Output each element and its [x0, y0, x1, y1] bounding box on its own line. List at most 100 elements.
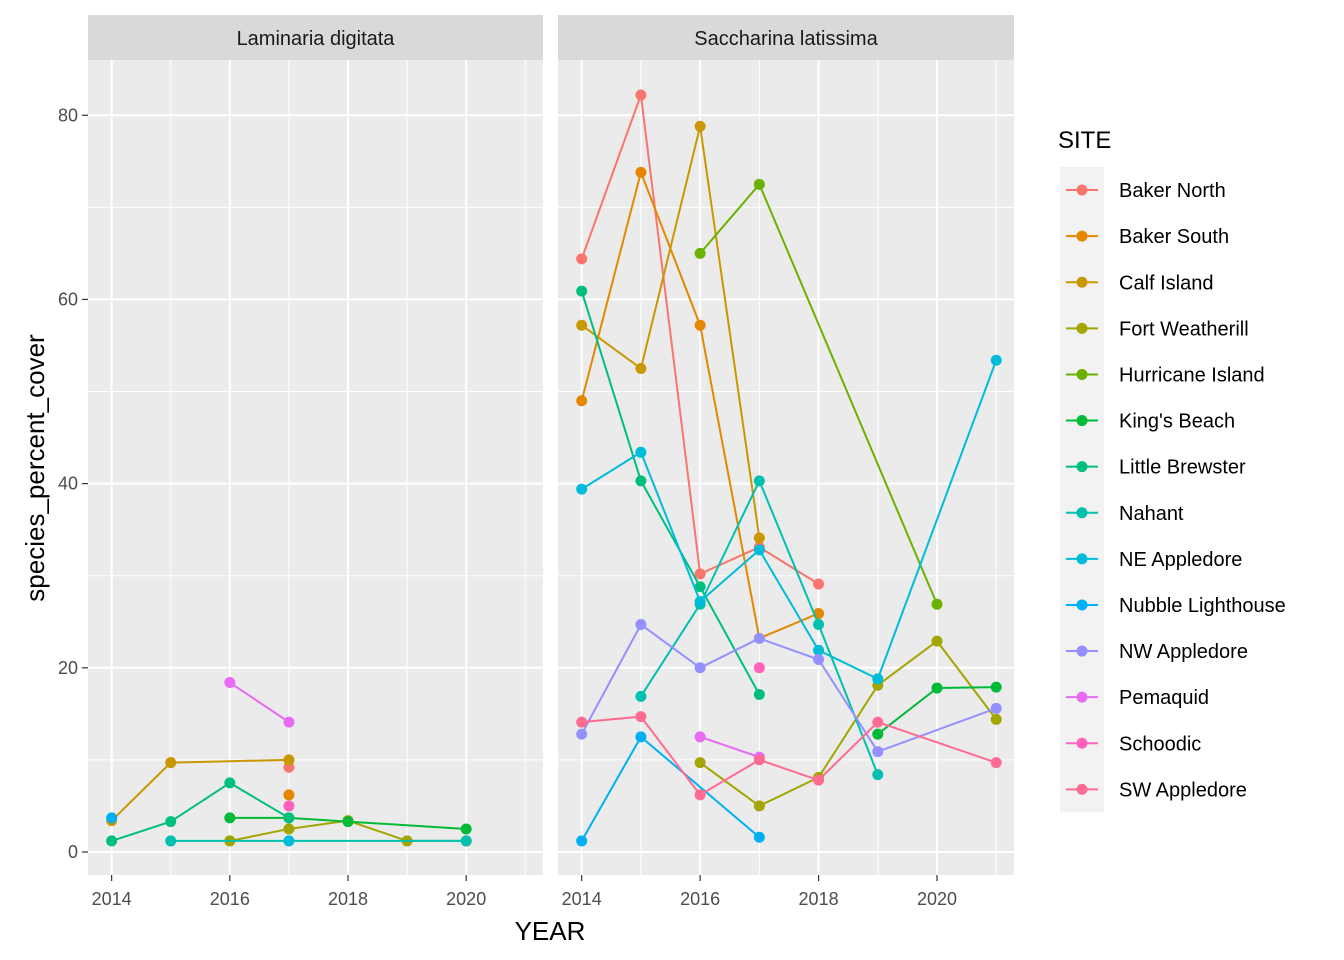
- x-axis-title: YEAR: [515, 916, 586, 946]
- data-point: [283, 789, 295, 801]
- series-line-segment: [580, 94, 642, 260]
- x-tick-label: 2014: [92, 889, 132, 909]
- data-point: [694, 595, 706, 607]
- series-line-segment: [170, 782, 231, 823]
- legend-item-hurricane-island: Hurricane Island: [1060, 351, 1265, 398]
- legend-item-schoodic: Schoodic: [1060, 720, 1201, 767]
- data-point: [635, 166, 647, 178]
- series-line-segment: [639, 94, 702, 574]
- series-line-segment: [877, 640, 938, 687]
- series-line-segment: [229, 782, 290, 819]
- series-line-segment: [817, 658, 879, 753]
- data-point: [224, 812, 236, 824]
- data-point: [753, 178, 765, 190]
- data-point: [576, 483, 588, 495]
- legend-item-nw-appledore: NW Appledore: [1060, 628, 1248, 675]
- facet-laminaria-digitata: Laminaria digitata 2014 2016 2018 2020 0 20 40 6…: [58, 15, 543, 909]
- legend-item-baker-north: Baker North: [1060, 167, 1226, 214]
- data-point: [224, 677, 236, 689]
- x-tick-label: 2014: [562, 889, 602, 909]
- x-tick-label: 2018: [799, 889, 839, 909]
- data-point: [694, 247, 706, 259]
- series-line-segment: [699, 126, 761, 539]
- series-schoodic: [753, 662, 765, 674]
- data-point: [283, 754, 295, 766]
- data-point: [872, 746, 884, 758]
- x-tick-label: 2020: [446, 889, 486, 909]
- y-tick-label: 0: [68, 842, 78, 862]
- legend-key-point: [1076, 461, 1088, 473]
- facet-strip-label: Laminaria digitata: [237, 28, 396, 50]
- panel-background: [558, 60, 1014, 875]
- legend-item-sw-appledore: SW Appledore: [1060, 766, 1247, 813]
- data-point: [106, 812, 118, 824]
- data-point: [990, 702, 1002, 714]
- data-point: [224, 777, 236, 789]
- legend-item-calf-island: Calf Island: [1060, 259, 1214, 306]
- legend-key-point: [1076, 691, 1088, 703]
- legend-label: NW Appledore: [1119, 641, 1248, 663]
- series-line-segment: [110, 761, 172, 822]
- facet-strip: [88, 15, 543, 60]
- series-line-segment: [758, 183, 938, 605]
- legend-label: Schoodic: [1119, 733, 1201, 755]
- legend-label: Calf Island: [1119, 272, 1214, 294]
- series-line-segment: [580, 736, 642, 842]
- x-tick-label: 2020: [917, 889, 957, 909]
- series-line-segment: [817, 624, 879, 775]
- series-baker-south: [283, 789, 295, 801]
- series-line-segment: [580, 172, 642, 401]
- series-line-segment: [699, 586, 761, 695]
- data-point: [694, 757, 706, 769]
- series-line-segment: [640, 623, 701, 669]
- series-line-segment: [347, 819, 408, 842]
- data-point: [694, 662, 706, 674]
- legend-key-point: [1076, 507, 1088, 519]
- series-line-segment: [640, 480, 702, 588]
- series-line-segment: [877, 721, 997, 764]
- series-line-segment: [699, 546, 760, 575]
- series-line-segment: [699, 761, 760, 807]
- series-line-segment: [817, 684, 879, 778]
- series-baker-north: [576, 89, 825, 590]
- data-point: [342, 816, 354, 828]
- legend-item-nubble-lighthouse: Nubble Lighthouse: [1060, 581, 1286, 628]
- data-point: [753, 754, 765, 766]
- legend-title: SITE: [1058, 127, 1111, 154]
- data-point: [576, 716, 588, 728]
- data-point: [753, 800, 765, 812]
- series-calf-island: [576, 120, 765, 544]
- legend-key-point: [1076, 783, 1088, 795]
- series-nubble-lighthouse: [106, 812, 118, 824]
- series-line-segment: [639, 126, 702, 369]
- series-little-brewster: [106, 777, 295, 847]
- series-line-segment: [758, 776, 820, 807]
- legend-label: NE Appledore: [1119, 549, 1242, 571]
- data-point: [813, 578, 825, 590]
- data-point: [283, 812, 295, 824]
- series-line-segment: [818, 649, 879, 680]
- series-line-segment: [288, 816, 349, 823]
- legend-label: Nahant: [1119, 503, 1184, 525]
- data-point: [576, 728, 588, 740]
- data-point: [694, 568, 706, 580]
- data-point: [635, 711, 647, 723]
- data-point: [931, 635, 943, 647]
- legend-label: Pemaquid: [1119, 687, 1209, 709]
- data-point: [694, 120, 706, 132]
- legend-item-fort-weatherill: Fort Weatherill: [1060, 305, 1249, 352]
- data-point: [635, 731, 647, 743]
- series-line-segment: [759, 758, 819, 782]
- data-point: [813, 774, 825, 786]
- series-line-segment: [758, 546, 820, 585]
- legend-label: Little Brewster: [1119, 457, 1246, 479]
- data-point: [576, 285, 588, 297]
- data-point: [931, 598, 943, 610]
- series-line-segment: [817, 721, 879, 781]
- series-line-segment: [580, 624, 642, 735]
- legend-label: Fort Weatherill: [1119, 318, 1249, 340]
- series-line-segment: [229, 827, 290, 842]
- series-line-segment: [640, 716, 701, 796]
- data-point: [990, 354, 1002, 366]
